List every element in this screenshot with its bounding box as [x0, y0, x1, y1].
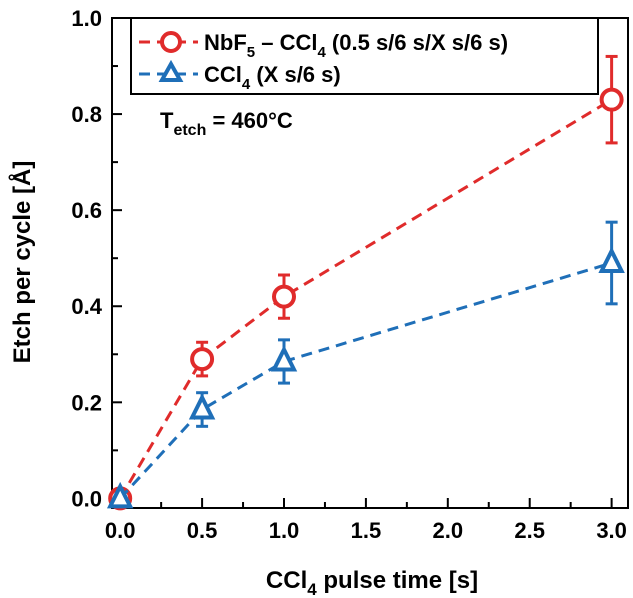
data-point-circle	[190, 347, 215, 372]
legend-box	[130, 17, 599, 95]
y-tick-label: 1.0	[71, 6, 102, 31]
legend-marker-triangle	[158, 59, 184, 82]
legend-entry-ccl4: CCl4 (X s/6 s)	[139, 59, 341, 93]
legend-entry-nbf5: NbF5 – CCl4 (0.5 s/6 s/X s/6 s)	[139, 30, 508, 61]
x-tick-label: 3.0	[596, 518, 627, 543]
x-tick-label: 2.0	[433, 518, 464, 543]
y-axis-title: Etch per cycle [Å]	[8, 161, 36, 364]
data-point-triangle	[188, 393, 216, 420]
series-layer	[106, 54, 625, 511]
series-0	[108, 54, 624, 511]
legend-label-ccl4: CCl4 (X s/6 s)	[204, 62, 341, 93]
x-tick-label: 0.0	[105, 518, 136, 543]
y-tick-label: 0.8	[71, 102, 102, 127]
axes: 0.0 0.5 1.0 1.5 2.0 2.5 3.0 0.0 0.2 0.4 0.6 0.8 1.0	[71, 6, 629, 543]
x-axis-title: CCl4 pulse time [s]	[266, 567, 478, 598]
series-1	[106, 220, 625, 509]
x-tick-label: 1.0	[269, 518, 300, 543]
y-tick-label: 0.0	[71, 486, 102, 511]
legend-label-nbf5: NbF5 – CCl4 (0.5 s/6 s/X s/6 s)	[204, 30, 508, 61]
data-point-triangle	[106, 481, 134, 509]
data-point-circle	[272, 284, 296, 309]
x-tick-label: 2.5	[514, 518, 545, 543]
x-tick-label: 1.5	[351, 518, 382, 543]
series-line	[119, 261, 613, 500]
y-tick-label: 0.2	[71, 390, 102, 415]
data-point-triangle	[598, 246, 625, 273]
series-line	[118, 98, 613, 500]
legend-marker-circle	[160, 31, 182, 53]
data-point-triangle	[270, 345, 298, 372]
x-tick-label: 0.5	[187, 518, 218, 543]
legend: NbF5 – CCl4 (0.5 s/6 s/X s/6 s) CCl4 (X …	[130, 17, 599, 95]
y-tick-label: 0.6	[71, 198, 102, 223]
y-tick-label: 0.4	[71, 294, 102, 319]
temperature-annotation: Tetch = 460°C	[160, 108, 293, 139]
data-point-circle	[599, 87, 624, 112]
